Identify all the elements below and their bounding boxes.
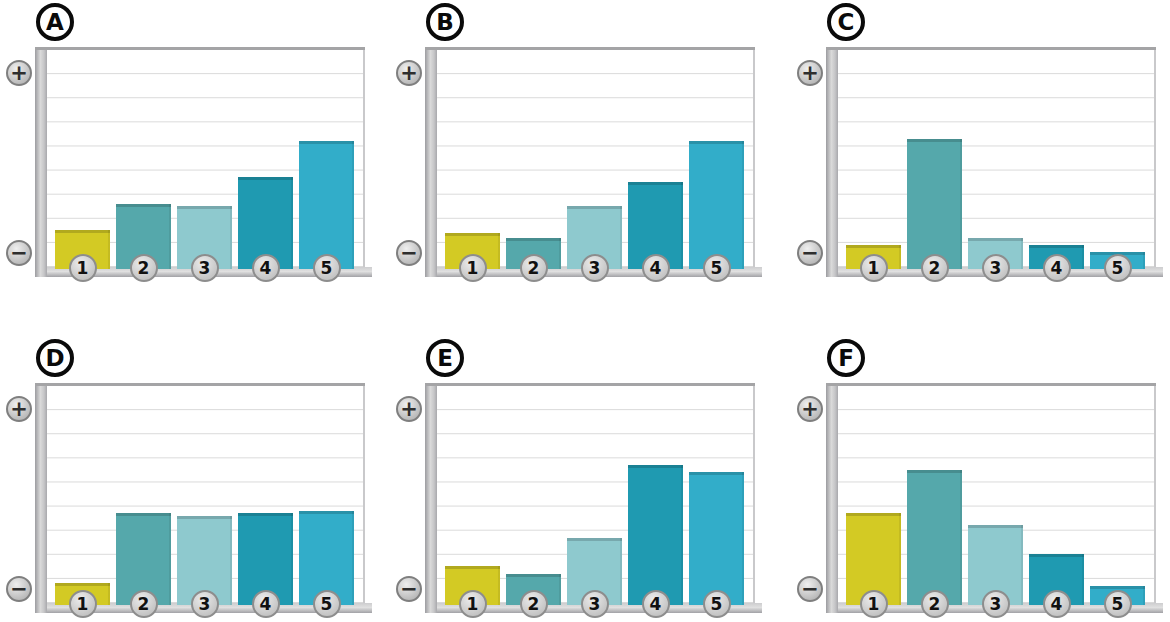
- y-axis-bar: [826, 50, 838, 277]
- category-badge-1: 1: [459, 590, 487, 618]
- panel-D: D + − 12345: [0, 336, 390, 622]
- minus-icon: −: [797, 576, 823, 602]
- category-badge-4: 4: [1043, 590, 1071, 618]
- category-badge-2: 2: [921, 254, 949, 282]
- plot-area: 12345: [838, 50, 1156, 267]
- category-badge-2: 2: [921, 590, 949, 618]
- category-badge-2: 2: [130, 590, 158, 618]
- category-badge-3: 3: [581, 254, 609, 282]
- category-badge-5: 5: [703, 254, 731, 282]
- category-badge-5: 5: [703, 590, 731, 618]
- chart-B: 12345: [425, 47, 755, 277]
- plot-area: 12345: [47, 50, 365, 267]
- category-badge-3: 3: [191, 254, 219, 282]
- panel-A: A + − 12345: [0, 0, 390, 290]
- panel-label-F: F: [827, 339, 865, 377]
- category-badge-2: 2: [520, 590, 548, 618]
- minus-icon: −: [6, 240, 32, 266]
- y-axis-bar: [425, 50, 437, 277]
- category-badge-1: 1: [459, 254, 487, 282]
- panel-label-D: D: [36, 339, 74, 377]
- category-badge-1: 1: [69, 254, 97, 282]
- panel-F: F + − 12345: [791, 336, 1170, 622]
- panel-B: B + − 12345: [390, 0, 780, 290]
- category-badge-5: 5: [313, 254, 341, 282]
- panel-label-A: A: [36, 3, 74, 41]
- category-badge-2: 2: [520, 254, 548, 282]
- minus-icon: −: [797, 240, 823, 266]
- panel-C: C + − 12345: [791, 0, 1170, 290]
- chart-D: 12345: [35, 383, 365, 613]
- plus-icon: +: [396, 60, 422, 86]
- category-badge-3: 3: [191, 590, 219, 618]
- category-badge-5: 5: [313, 590, 341, 618]
- category-badge-4: 4: [252, 590, 280, 618]
- plus-icon: +: [797, 60, 823, 86]
- bar-category-2: [907, 470, 962, 605]
- plot-area: 12345: [838, 386, 1156, 603]
- category-badge-5: 5: [1104, 590, 1132, 618]
- y-axis-bar: [826, 386, 838, 613]
- chart-A: 12345: [35, 47, 365, 277]
- category-badge-4: 4: [642, 254, 670, 282]
- y-axis-bar: [35, 50, 47, 277]
- minus-icon: −: [6, 576, 32, 602]
- panel-label-C: C: [827, 3, 865, 41]
- y-axis-bar: [425, 386, 437, 613]
- minus-icon: −: [396, 576, 422, 602]
- panel-label-E: E: [426, 339, 464, 377]
- bar-category-5: [689, 472, 744, 605]
- category-badge-1: 1: [860, 254, 888, 282]
- chart-F: 12345: [826, 383, 1156, 613]
- category-badge-5: 5: [1104, 254, 1132, 282]
- minus-icon: −: [396, 240, 422, 266]
- category-badge-1: 1: [860, 590, 888, 618]
- category-badge-3: 3: [581, 590, 609, 618]
- category-badge-2: 2: [130, 254, 158, 282]
- chart-E: 12345: [425, 383, 755, 613]
- panel-label-B: B: [426, 3, 464, 41]
- plot-area: 12345: [47, 386, 365, 603]
- panel-E: E + − 12345: [390, 336, 780, 622]
- category-badge-3: 3: [982, 590, 1010, 618]
- plus-icon: +: [6, 396, 32, 422]
- category-badge-4: 4: [1043, 254, 1071, 282]
- plus-icon: +: [797, 396, 823, 422]
- figure-six-bar-charts: { "axis_icons": { "plus": "+", "minus": …: [0, 0, 1170, 622]
- plus-icon: +: [6, 60, 32, 86]
- bar-category-5: [689, 141, 744, 269]
- y-axis-bar: [35, 386, 47, 613]
- category-badge-3: 3: [982, 254, 1010, 282]
- category-badge-4: 4: [252, 254, 280, 282]
- category-badge-1: 1: [69, 590, 97, 618]
- bar-category-2: [907, 139, 962, 269]
- plot-area: 12345: [437, 50, 755, 267]
- chart-C: 12345: [826, 47, 1156, 277]
- category-badge-4: 4: [642, 590, 670, 618]
- plot-area: 12345: [437, 386, 755, 603]
- plus-icon: +: [396, 396, 422, 422]
- bar-category-4: [628, 465, 683, 605]
- bar-category-5: [299, 141, 354, 269]
